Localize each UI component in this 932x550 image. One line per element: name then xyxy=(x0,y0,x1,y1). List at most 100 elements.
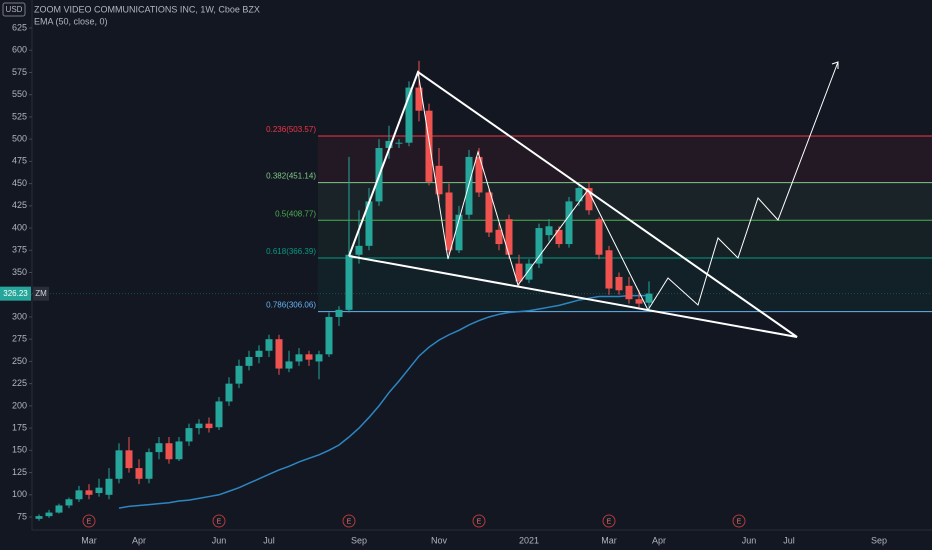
ema-layer xyxy=(118,294,649,509)
candle-body xyxy=(245,356,253,366)
candle-body xyxy=(135,468,143,479)
candle-body xyxy=(205,423,213,429)
last-price-box xyxy=(0,286,31,301)
chart-title: ZOOM VIDEO COMMUNICATIONS INC, 1W, Cboe … xyxy=(34,4,260,14)
projection-path xyxy=(647,61,839,311)
candle-body xyxy=(645,293,653,303)
candle-body xyxy=(275,339,283,369)
candle-body xyxy=(115,450,123,479)
candle-body xyxy=(495,229,503,245)
earnings-label: E xyxy=(347,518,352,525)
candle-body xyxy=(95,487,103,494)
candle-body xyxy=(345,254,353,310)
candle-body xyxy=(265,339,273,351)
x-tick-label: 2021 xyxy=(519,535,539,545)
candle-body xyxy=(255,350,263,357)
candle-body xyxy=(415,87,423,111)
candle-body xyxy=(535,228,543,264)
y-tick-label: 175 xyxy=(12,422,27,432)
earnings-marker xyxy=(602,514,616,528)
projection-arrowhead xyxy=(831,61,839,69)
y-tick-label: 275 xyxy=(12,334,27,344)
y-tick-label: 100 xyxy=(12,489,27,499)
earnings-marker xyxy=(212,514,226,528)
y-tick-label: 350 xyxy=(12,267,27,277)
candle-body xyxy=(585,188,593,211)
x-tick-label: Mar xyxy=(81,535,97,545)
candle-body xyxy=(175,441,183,460)
axis-layer: 7510012515017520022525027530032535037540… xyxy=(0,22,887,545)
currency: USD xyxy=(6,5,23,14)
candle-body xyxy=(355,245,363,255)
candle-body xyxy=(195,423,203,429)
earnings-marker xyxy=(472,514,486,528)
candle-body xyxy=(445,192,453,251)
fib-zone xyxy=(318,182,932,221)
candle-body xyxy=(555,229,563,245)
y-tick-label: 150 xyxy=(12,445,27,455)
earnings-label: E xyxy=(87,518,92,525)
candle-body xyxy=(455,214,463,251)
y-tick-label: 400 xyxy=(12,222,27,232)
x-tick-label: Apr xyxy=(652,535,666,545)
candle-body xyxy=(335,309,343,317)
y-tick-label: 225 xyxy=(12,378,27,388)
candle-body xyxy=(285,361,293,369)
earnings-label: E xyxy=(607,518,612,525)
fib-label: 0.5(408.77) xyxy=(275,209,316,218)
y-tick-label: 125 xyxy=(12,467,27,477)
candle-body xyxy=(385,140,393,149)
candle-body xyxy=(35,516,43,519)
candle-body xyxy=(485,192,493,233)
earnings-marker xyxy=(732,514,746,528)
y-tick-label: 200 xyxy=(12,400,27,410)
candle-body xyxy=(45,512,53,517)
symbol-label: ZM xyxy=(35,289,47,298)
candle-body xyxy=(305,354,313,360)
ema-line xyxy=(118,294,649,509)
fib-zone xyxy=(318,135,932,183)
x-tick-label: Sep xyxy=(351,535,367,545)
y-tick-label: 525 xyxy=(12,111,27,121)
fib-zone xyxy=(318,257,932,312)
y-tick-label: 625 xyxy=(12,22,27,32)
candle-body xyxy=(125,450,133,469)
fib-zone xyxy=(318,220,932,258)
earnings-marker xyxy=(342,514,356,528)
earnings-marker xyxy=(82,514,96,528)
candle-body xyxy=(85,490,93,495)
x-tick-label: Nov xyxy=(431,535,448,545)
currency-box xyxy=(2,2,26,17)
y-tick-label: 250 xyxy=(12,356,27,366)
earnings-label: E xyxy=(217,518,222,525)
earnings-label: E xyxy=(477,518,482,525)
candle-body xyxy=(145,452,153,479)
y-tick-label: 475 xyxy=(12,156,27,166)
x-tick-label: Mar xyxy=(601,535,617,545)
candle-body xyxy=(365,201,373,246)
y-tick-label: 300 xyxy=(12,311,27,321)
x-tick-label: Jul xyxy=(783,535,795,545)
candle-body xyxy=(635,299,643,304)
last-price-label: 326.23 xyxy=(3,289,28,298)
y-tick-label: 600 xyxy=(12,45,27,55)
y-tick-label: 500 xyxy=(12,134,27,144)
earnings-label: E xyxy=(737,518,742,525)
candle-body xyxy=(475,156,483,193)
wave-line xyxy=(348,70,649,311)
y-tick-label: 575 xyxy=(12,67,27,77)
y-tick-label: 450 xyxy=(12,178,27,188)
candle-body xyxy=(225,383,233,402)
y-tick-label: 550 xyxy=(12,89,27,99)
fib-label: 0.382(451.14) xyxy=(266,172,316,181)
candle-body xyxy=(595,219,603,255)
candle-body xyxy=(105,478,113,495)
candle-body xyxy=(235,365,243,384)
candle-body xyxy=(395,142,403,144)
x-tick-label: Jun xyxy=(212,535,227,545)
fib-layer: 0.236(503.57) 0.382(451.14) 0.5(408.77) 0.6… xyxy=(32,125,932,313)
x-tick-label: Jul xyxy=(263,535,275,545)
drawings xyxy=(348,61,839,338)
candle-body xyxy=(545,226,553,236)
candle-body xyxy=(505,219,513,255)
